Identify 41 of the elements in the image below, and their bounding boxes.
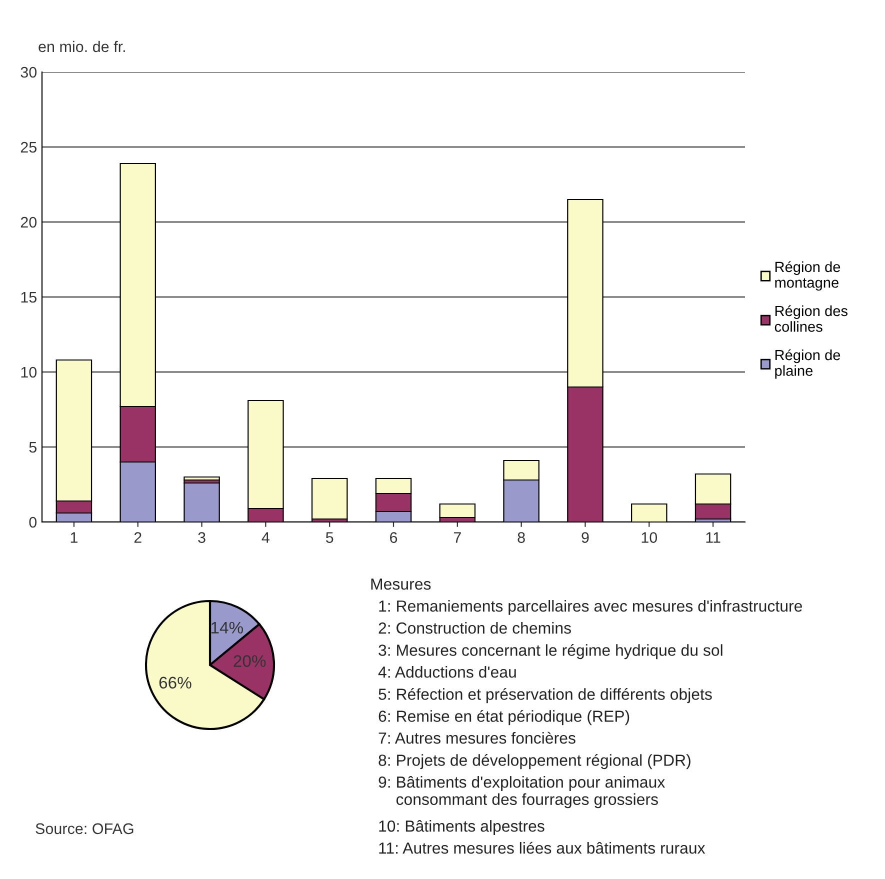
x-tick-label: 11	[706, 532, 720, 543]
x-tick-label: 1	[70, 532, 78, 543]
text: 6: Remise en état périodique (REP)	[378, 710, 630, 726]
text: 8: Projets de développement régional (PDR)	[378, 754, 690, 770]
y-tick-label: 0	[29, 516, 37, 528]
y-tick-label: 15	[21, 292, 36, 303]
x-tick-label: 5	[326, 532, 334, 543]
legend-label: Région de plaine	[775, 349, 840, 379]
data-label: 66%	[159, 676, 192, 689]
text: Mesures	[371, 578, 431, 590]
y-tick-label: 25	[20, 142, 36, 153]
text: 9: Bâtiments d'exploitation pour animaux consommant des fourrages grossiers	[378, 776, 665, 808]
text: 5: Réfection et préservation de différents objets	[378, 688, 712, 704]
text: 4: Adductions d'eau	[378, 666, 516, 678]
y-tick-label: 30	[20, 66, 37, 78]
legend-label: Région des collines	[774, 305, 848, 332]
x-tick-label: 8	[518, 532, 525, 543]
text: 10: Bâtiments alpestres	[379, 820, 544, 835]
y-tick-label: 20	[20, 216, 37, 228]
bar	[311, 478, 348, 520]
bar	[439, 503, 476, 518]
bar	[184, 476, 220, 481]
text: 11: Autres mesures liées aux bâtiments ruraux	[379, 842, 706, 854]
x-tick-label: 2	[134, 532, 142, 543]
x-tick-label: 9	[582, 532, 589, 543]
x-tick-label: 4	[262, 532, 270, 543]
text: 2: Construction de chemins	[378, 622, 571, 634]
data-label: 20%	[234, 655, 266, 667]
x-tick-label: 7	[454, 532, 461, 543]
x-tick-label: 3	[198, 532, 206, 543]
x-tick-label: 6	[390, 532, 398, 543]
source-note: Source: OFAG	[36, 823, 134, 834]
text: 7: Autres mesures foncières	[378, 732, 576, 744]
x-tick-label: 10	[642, 532, 658, 543]
y-tick-label: 5	[29, 442, 36, 453]
y-tick-label: 10	[21, 366, 37, 378]
legend-label: Région de montagne	[775, 261, 840, 291]
text: 1: Remaniements parcellaires avec mesures d'infrastructure	[379, 600, 802, 615]
text: 3: Mesures concernant le régime hydrique du sol	[378, 644, 722, 660]
data-label: 14%	[211, 622, 243, 634]
y-axis-title: en mio. de fr.	[38, 40, 125, 52]
